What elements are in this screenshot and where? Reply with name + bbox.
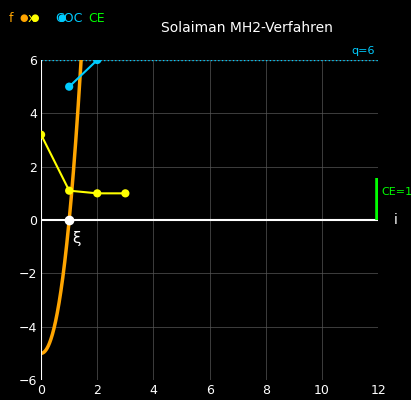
Text: f: f	[8, 12, 13, 24]
Text: CE: CE	[88, 12, 105, 24]
Text: ●: ●	[58, 13, 66, 23]
Text: xᵢ: xᵢ	[28, 12, 37, 24]
Point	[66, 188, 72, 194]
Text: i: i	[394, 213, 397, 227]
Text: q=6: q=6	[352, 46, 375, 56]
Text: COC: COC	[55, 12, 83, 24]
Text: ●: ●	[31, 13, 39, 23]
Text: ●: ●	[20, 13, 28, 23]
Text: ξ: ξ	[72, 231, 81, 246]
Point	[122, 190, 129, 196]
Text: CE=1.565: CE=1.565	[381, 187, 411, 197]
Point	[94, 57, 101, 63]
Text: Solaiman MH2-Verfahren: Solaiman MH2-Verfahren	[161, 21, 332, 35]
Point	[94, 190, 101, 196]
Point	[38, 132, 44, 138]
Point	[66, 84, 72, 90]
